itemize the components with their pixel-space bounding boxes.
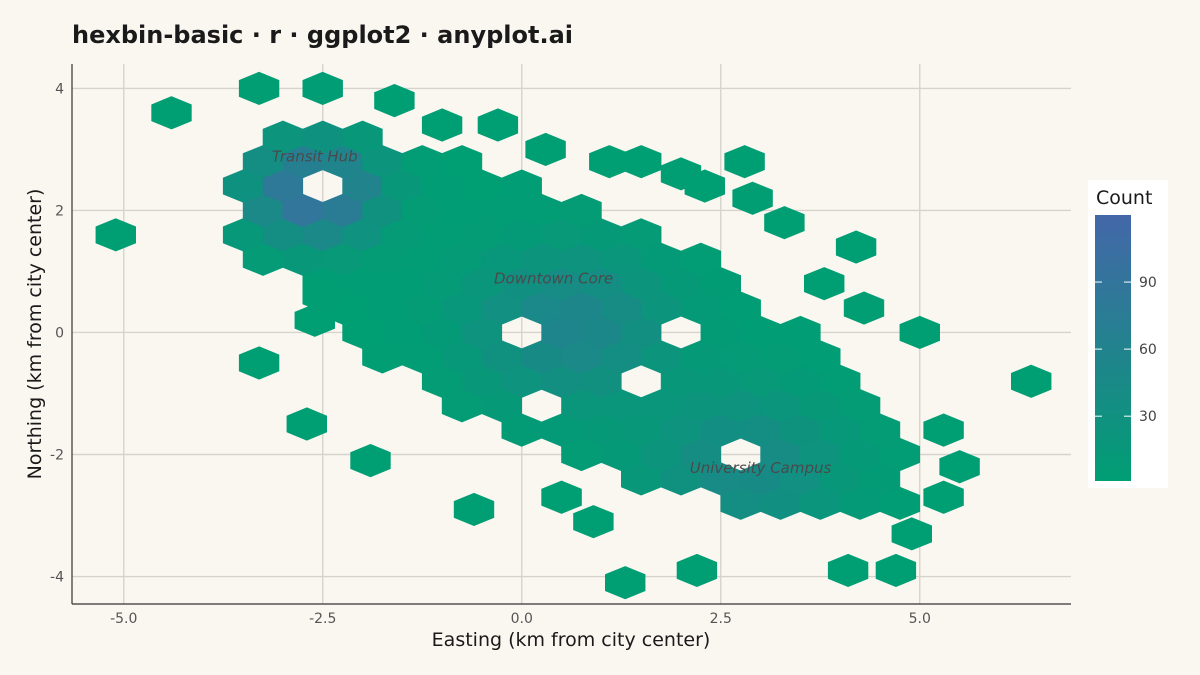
x-tick-label: 5.0 [909,611,931,627]
hexbin-cell [501,169,542,203]
hexbin-cell [780,315,821,350]
hexbin-cell [732,181,773,215]
hexbin-cell [561,193,602,228]
x-axis-ticks: -5.0 -2.5 0.0 2.5 5.0 [110,611,931,627]
hexbin-cell [843,291,885,325]
hexbin-cell [764,206,805,240]
hexbin-cell [620,218,662,252]
y-tick-label: 0 [55,325,64,341]
hexbin-cell [342,120,383,154]
hexbin-cell [238,346,280,380]
x-tick-label: -5.0 [110,611,137,627]
hexbin-cell [453,492,495,527]
hexbin-layer [95,71,1052,600]
hexbin-cell [573,505,614,539]
hexbin-cell [835,230,877,264]
plot-panel: Transit Hub Downtown Core University Campu… [71,64,1071,605]
hexbin-cell [441,145,483,179]
hexbin-cell [350,443,391,478]
hexbin-cell [899,315,941,350]
hexbin-cell [923,413,964,447]
hexbin-cell [302,71,343,106]
hexbin-cell [238,71,280,106]
x-axis-title: Easting (km from city center) [432,629,711,651]
hexbin-cell [803,267,845,301]
hexbin-cell [891,517,933,551]
x-tick-label: 2.5 [710,611,732,627]
hexbin-cell [525,132,566,167]
y-tick-label: -2 [50,448,64,464]
hexbin-cell [1010,364,1052,398]
y-axis-ticks: -4 -2 0 2 4 [50,81,64,585]
x-tick-label: -2.5 [309,611,336,627]
annotation-layer: Transit Hub Downtown Core University Campu… [272,148,832,477]
y-axis-title: Northing (km from city center) [24,189,46,480]
annotation-label: University Campus [690,459,832,477]
legend-ticks: 30 60 90 [1095,275,1157,425]
y-tick-label: -4 [50,570,64,586]
y-tick-label: 2 [55,203,64,219]
annotation-label: Downtown Core [494,270,613,288]
y-tick-label: 4 [55,81,64,97]
legend-title: Count [1096,187,1152,209]
hexbin-cell [923,480,964,514]
hexbin-cell [286,407,328,441]
hexbin-cell [939,450,980,484]
x-tick-label: 0.0 [511,611,533,627]
hexbin-cell [151,96,192,130]
hexbin-cell [676,553,718,588]
hexbin-cell [541,480,582,514]
hexbin-cell [875,553,917,588]
hexbin-cell [302,279,343,313]
hexbin-cell [294,303,336,337]
hexbin-cell [604,566,646,600]
legend-tick-label: 60 [1139,342,1157,358]
legend-tick-label: 30 [1139,409,1157,425]
hexbin-cell [724,145,765,179]
hexbin-cell [421,108,463,142]
chart-title: hexbin-basic · r · ggplot2 · anyplot.ai [72,21,573,49]
hexbin-cell [374,83,415,118]
annotation-label: Transit Hub [272,148,358,166]
hexbin-cell [477,108,519,142]
hexbin-cell [827,553,869,588]
legend-colorbar [1095,215,1131,481]
legend: Count 30 60 90 [1088,180,1168,488]
legend-tick-label: 90 [1139,275,1157,291]
hexbin-cell [684,169,726,203]
hexbin-cell [680,242,722,276]
hexbin-cell [620,145,662,179]
hexbin-cell [95,218,136,252]
